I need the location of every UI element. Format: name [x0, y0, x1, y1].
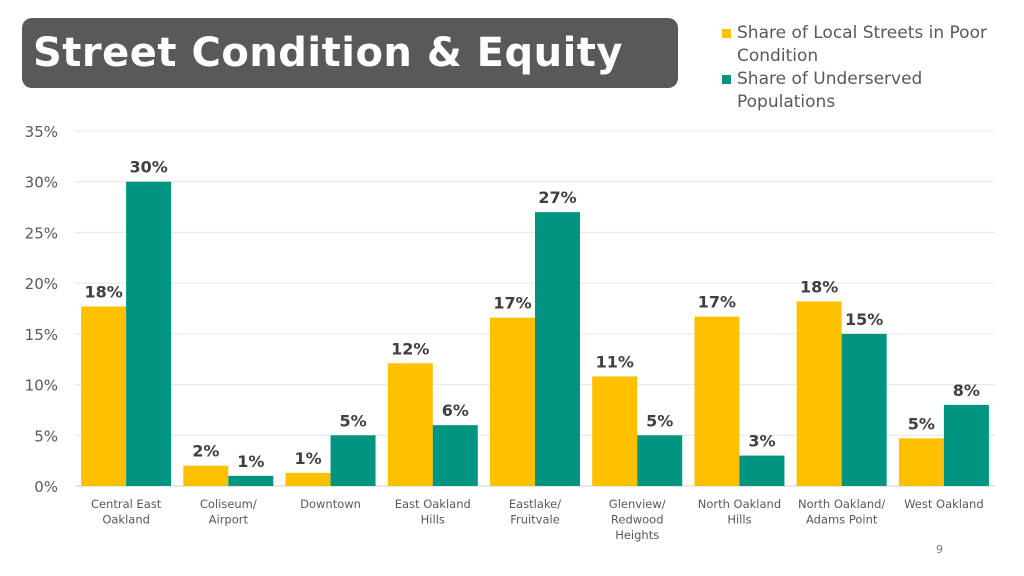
bar — [432, 425, 478, 486]
x-tick-label: Redwood — [611, 513, 664, 527]
x-tick-label: Glenview/ — [609, 497, 666, 511]
bar — [285, 472, 331, 486]
x-tick-label: Downtown — [300, 497, 361, 511]
y-tick-label: 15% — [25, 326, 58, 344]
data-label: 11% — [596, 352, 634, 371]
bar — [535, 212, 580, 486]
data-label: 3% — [748, 432, 775, 451]
legend-item-underserved: Share of Underserved Populations — [722, 68, 1012, 114]
title-banner: Street Condition & Equity — [22, 18, 678, 88]
y-tick-label: 30% — [25, 174, 58, 192]
data-label: 5% — [908, 414, 935, 433]
bar — [330, 435, 376, 486]
bar — [796, 301, 842, 486]
chart-legend: Share of Local Streets in Poor Condition… — [722, 22, 1012, 114]
y-tick-label: 0% — [34, 478, 58, 496]
legend-label-poor-condition: Share of Local Streets in Poor Condition — [737, 23, 987, 66]
x-tick-label: Fruitvale — [510, 513, 560, 527]
x-tick-label: Oakland — [102, 513, 150, 527]
data-label: 17% — [698, 293, 736, 312]
legend-swatch-poor-condition — [722, 29, 731, 38]
data-label: 1% — [294, 449, 321, 468]
x-tick-label: Airport — [209, 513, 249, 527]
data-label: 27% — [538, 188, 576, 207]
legend-swatch-underserved — [722, 75, 731, 84]
y-tick-label: 25% — [25, 224, 58, 242]
data-label: 18% — [800, 277, 838, 296]
y-tick-label: 20% — [25, 275, 58, 293]
bar — [694, 316, 740, 486]
legend-item-poor-condition: Share of Local Streets in Poor Condition — [722, 22, 1012, 68]
data-label: 1% — [237, 452, 264, 471]
data-label: 17% — [493, 294, 531, 313]
page-title: Street Condition & Equity — [33, 30, 623, 76]
data-label: 15% — [845, 310, 883, 329]
data-label: 18% — [84, 282, 122, 301]
legend-label-underserved: Share of Underserved Populations — [737, 69, 923, 112]
data-label: 6% — [442, 401, 469, 420]
y-tick-label: 5% — [34, 427, 58, 445]
bar — [228, 475, 274, 486]
x-tick-label: North Oakland/ — [798, 497, 885, 511]
bar — [841, 333, 887, 486]
bar — [183, 465, 229, 486]
data-label: 2% — [192, 442, 219, 461]
x-tick-label: East Oakland — [395, 497, 471, 511]
x-tick-label: Coliseum/ — [200, 497, 257, 511]
x-tick-label: Eastlake/ — [509, 497, 561, 511]
x-tick-label: Adams Point — [806, 513, 878, 527]
y-tick-label: 10% — [25, 377, 58, 395]
data-label: 5% — [339, 411, 366, 430]
x-tick-label: West Oakland — [904, 497, 984, 511]
data-label: 30% — [129, 158, 167, 177]
data-label: 12% — [391, 339, 429, 358]
bar — [81, 306, 127, 486]
data-label: 8% — [953, 381, 980, 400]
bar — [592, 376, 638, 486]
page-number: 9 — [936, 543, 943, 556]
bar — [387, 363, 433, 486]
bar — [898, 438, 944, 486]
data-label: 5% — [646, 411, 673, 430]
x-tick-label: Hills — [727, 513, 751, 527]
x-tick-label: Heights — [615, 528, 659, 542]
x-tick-label: Central East — [91, 497, 162, 511]
bar — [490, 317, 535, 486]
bar — [943, 404, 989, 486]
bar — [637, 435, 683, 486]
x-tick-label: North Oakland — [698, 497, 781, 511]
y-tick-label: 35% — [25, 123, 58, 141]
bar — [739, 455, 785, 486]
bar — [126, 181, 172, 486]
x-tick-label: Hills — [421, 513, 445, 527]
